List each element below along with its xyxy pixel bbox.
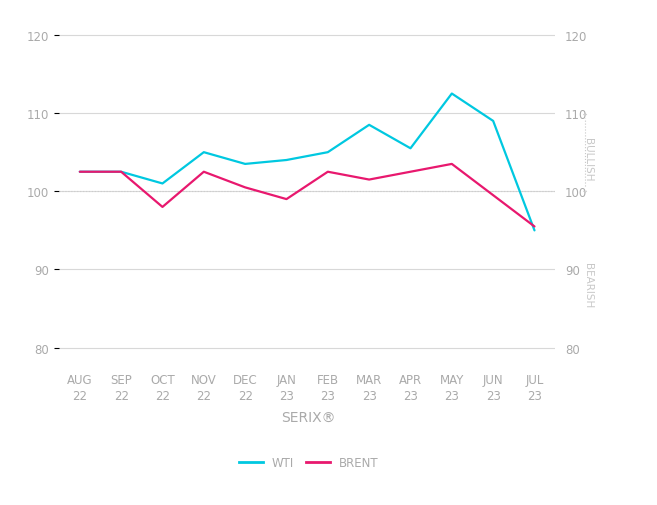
Text: ⌃: ⌃ — [581, 112, 589, 121]
WTI — [365, 123, 373, 129]
WTI — [200, 150, 208, 156]
BRENT — [531, 224, 539, 230]
WTI — [241, 162, 249, 168]
Text: ⌄: ⌄ — [581, 184, 589, 194]
Text: BULLISH: BULLISH — [583, 137, 593, 181]
BRENT — [365, 177, 373, 183]
WTI — [283, 158, 290, 164]
BRENT — [448, 162, 456, 168]
BRENT — [76, 169, 83, 175]
Text: BEARISH: BEARISH — [583, 263, 593, 308]
WTI — [158, 181, 166, 187]
BRENT — [200, 169, 208, 175]
BRENT — [117, 169, 125, 175]
WTI — [448, 91, 456, 97]
BRENT — [241, 185, 249, 191]
Text: SERIX®: SERIX® — [282, 410, 336, 424]
BRENT — [407, 169, 415, 175]
BRENT — [158, 205, 166, 211]
BRENT — [324, 169, 332, 175]
WTI — [531, 228, 539, 234]
WTI — [489, 119, 497, 125]
Line: WTI: WTI — [79, 94, 535, 231]
WTI — [76, 169, 83, 175]
Line: BRENT: BRENT — [79, 165, 535, 227]
WTI — [324, 150, 332, 156]
BRENT — [489, 193, 497, 199]
BRENT — [283, 196, 290, 203]
Legend: WTI, BRENT: WTI, BRENT — [234, 451, 384, 474]
WTI — [117, 169, 125, 175]
WTI — [407, 146, 415, 152]
